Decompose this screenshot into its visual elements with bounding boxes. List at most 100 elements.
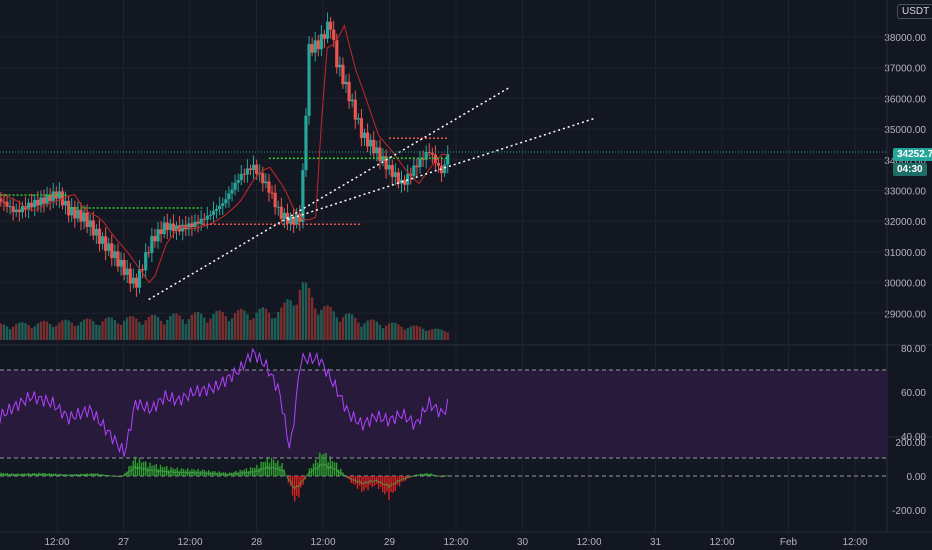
- volume-bar: [273, 317, 277, 340]
- volume-bar: [224, 315, 228, 340]
- volume-bar: [304, 282, 308, 340]
- price-tick-label: 35000.00: [884, 125, 926, 136]
- candle-body: [332, 29, 336, 40]
- candle-body: [362, 132, 367, 138]
- candle-body: [168, 223, 172, 231]
- volume-bar: [45, 321, 49, 340]
- candle-body: [421, 158, 425, 160]
- x-tick-label: 12:00: [443, 537, 468, 548]
- volume-bar: [184, 324, 187, 340]
- candle-body: [156, 229, 160, 242]
- candle-body: [94, 228, 98, 236]
- volume-bar: [350, 314, 354, 340]
- candle-body: [412, 165, 416, 176]
- volume-bar: [73, 325, 77, 340]
- candle-body: [381, 156, 385, 162]
- candle-body: [322, 34, 327, 39]
- candle-body: [73, 206, 77, 219]
- candle-body: [446, 154, 450, 165]
- candle-body: [433, 154, 438, 163]
- volume-bar: [2, 324, 6, 340]
- x-tick-label: 12:00: [842, 537, 867, 548]
- volume-bar: [64, 319, 67, 340]
- candle-body: [353, 99, 357, 120]
- volume-bar: [280, 307, 283, 340]
- price-tick-label: 31000.00: [884, 248, 926, 259]
- candle-body: [239, 173, 243, 181]
- currency-label[interactable]: USDT: [897, 4, 932, 19]
- volume-bar: [286, 299, 289, 340]
- candle-body: [436, 162, 441, 166]
- candle-body: [128, 268, 132, 284]
- candle-body: [122, 259, 126, 275]
- candle-body: [20, 206, 25, 213]
- candle-body: [347, 81, 351, 102]
- volume-bar: [329, 306, 332, 340]
- candle-body: [0, 198, 3, 202]
- volume-bar: [172, 313, 175, 340]
- candle-body: [366, 132, 370, 147]
- volume-bar: [421, 328, 425, 340]
- volume-bar: [79, 321, 83, 340]
- x-tick-label: 12:00: [709, 537, 734, 548]
- candle-body: [187, 223, 191, 230]
- candle-body: [288, 216, 293, 224]
- volume-bar: [58, 322, 61, 340]
- volume-bar: [129, 316, 132, 340]
- trendline: [287, 117, 595, 221]
- moving-average-line: [0, 23, 448, 284]
- candle-body: [396, 172, 401, 184]
- candle-body: [341, 64, 345, 85]
- volume-bar: [418, 326, 422, 340]
- candle-body: [245, 168, 250, 175]
- volume-bar: [85, 318, 89, 340]
- candle-body: [301, 170, 305, 222]
- candle-body: [48, 194, 52, 202]
- volume-bar: [52, 327, 55, 340]
- volume-bar: [30, 328, 33, 340]
- volume-bar: [378, 324, 382, 340]
- price-tick-label: 29000.00: [884, 309, 926, 320]
- candle-body: [159, 229, 163, 234]
- volume-bar: [446, 332, 449, 340]
- volume-bar: [372, 319, 375, 340]
- volume-bar: [61, 320, 64, 340]
- volume-bar: [5, 326, 9, 340]
- volume-bar: [156, 317, 160, 340]
- candle-body: [230, 189, 234, 194]
- candle-body: [33, 199, 37, 208]
- candle-body: [409, 173, 413, 176]
- volume-bar: [122, 320, 126, 340]
- volume-bar: [283, 302, 286, 340]
- volume-bar: [150, 314, 154, 340]
- volume-bar: [162, 324, 166, 340]
- x-tick-label: 30: [517, 537, 529, 548]
- volume-bar: [307, 288, 311, 340]
- volume-bar: [101, 321, 104, 340]
- volume-bar: [295, 304, 298, 340]
- candle-body: [356, 118, 360, 120]
- momentum-tick-label: 200.00: [895, 438, 926, 449]
- x-tick-label: 31: [650, 537, 662, 548]
- candle-body: [196, 221, 200, 224]
- volume-bar: [403, 329, 406, 340]
- volume-bar: [258, 308, 261, 340]
- candle-body: [295, 213, 299, 225]
- volume-bar: [15, 324, 18, 340]
- volume-bar: [252, 318, 255, 340]
- candle-body: [5, 201, 9, 207]
- momentum-line: [0, 463, 448, 490]
- candle-body: [63, 200, 68, 206]
- volume-bar: [48, 323, 52, 340]
- volume-bar: [428, 330, 431, 340]
- candle-body: [270, 192, 274, 194]
- candle-body: [104, 236, 108, 251]
- candle-body: [307, 44, 311, 116]
- volume-bar: [230, 318, 234, 340]
- volume-bar: [110, 317, 113, 340]
- volume-bar: [249, 319, 252, 340]
- volume-bar: [424, 330, 428, 340]
- volume-bar: [437, 328, 440, 340]
- candle-body: [443, 164, 447, 174]
